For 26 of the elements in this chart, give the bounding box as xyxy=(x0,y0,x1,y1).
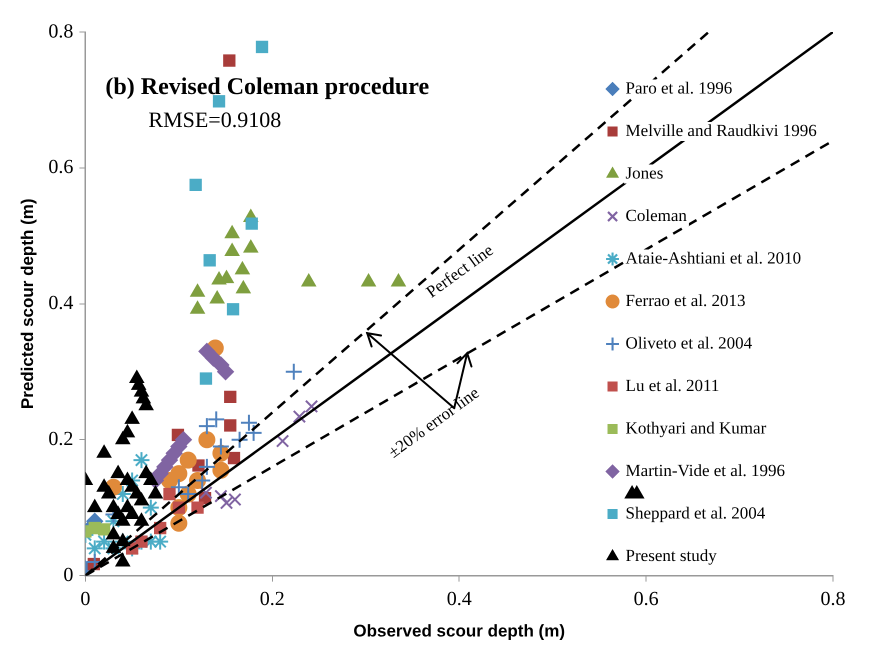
legend-label: Paro et al. 1996 xyxy=(626,78,732,98)
legend-label: Kothyari and Kumar xyxy=(626,418,767,438)
x-tick-label: 0.2 xyxy=(260,588,285,610)
x-tick-label: 0.6 xyxy=(634,588,659,610)
legend-label: Ferrao et al. 2013 xyxy=(626,290,746,310)
x-tick-label: 0 xyxy=(80,588,90,610)
legend-label: Coleman xyxy=(626,206,688,225)
y-tick-label: 0.8 xyxy=(48,20,74,42)
legend-label: Present study xyxy=(626,546,718,565)
text: RMSE=0.9108 xyxy=(148,107,282,132)
x-tick-label: 0.4 xyxy=(446,588,472,610)
y-axis-title: Predicted scour depth (m) xyxy=(18,198,37,410)
legend-label: Jones xyxy=(626,163,664,182)
text: (b) Revised Coleman procedure xyxy=(105,74,430,100)
legend-label: Ataie-Ashtiani et al. 2010 xyxy=(626,248,802,268)
y-tick-label: 0.6 xyxy=(48,156,74,178)
x-axis-title: Observed scour depth (m) xyxy=(353,621,566,640)
legend-label: Martin-Vide et al. 1996 xyxy=(626,460,786,480)
legend-label: Melville and Raudkivi 1996 xyxy=(626,120,817,140)
y-tick-label: 0.2 xyxy=(48,428,74,450)
legend-label: Sheppard et al. 2004 xyxy=(626,503,766,522)
y-tick-label: 0.4 xyxy=(48,292,74,314)
legend-label: Oliveto et al. 2004 xyxy=(626,333,753,352)
y-tick-label: 0 xyxy=(63,564,74,586)
legend-label: Lu et al. 2011 xyxy=(626,376,720,395)
x-tick-label: 0.8 xyxy=(820,588,846,610)
